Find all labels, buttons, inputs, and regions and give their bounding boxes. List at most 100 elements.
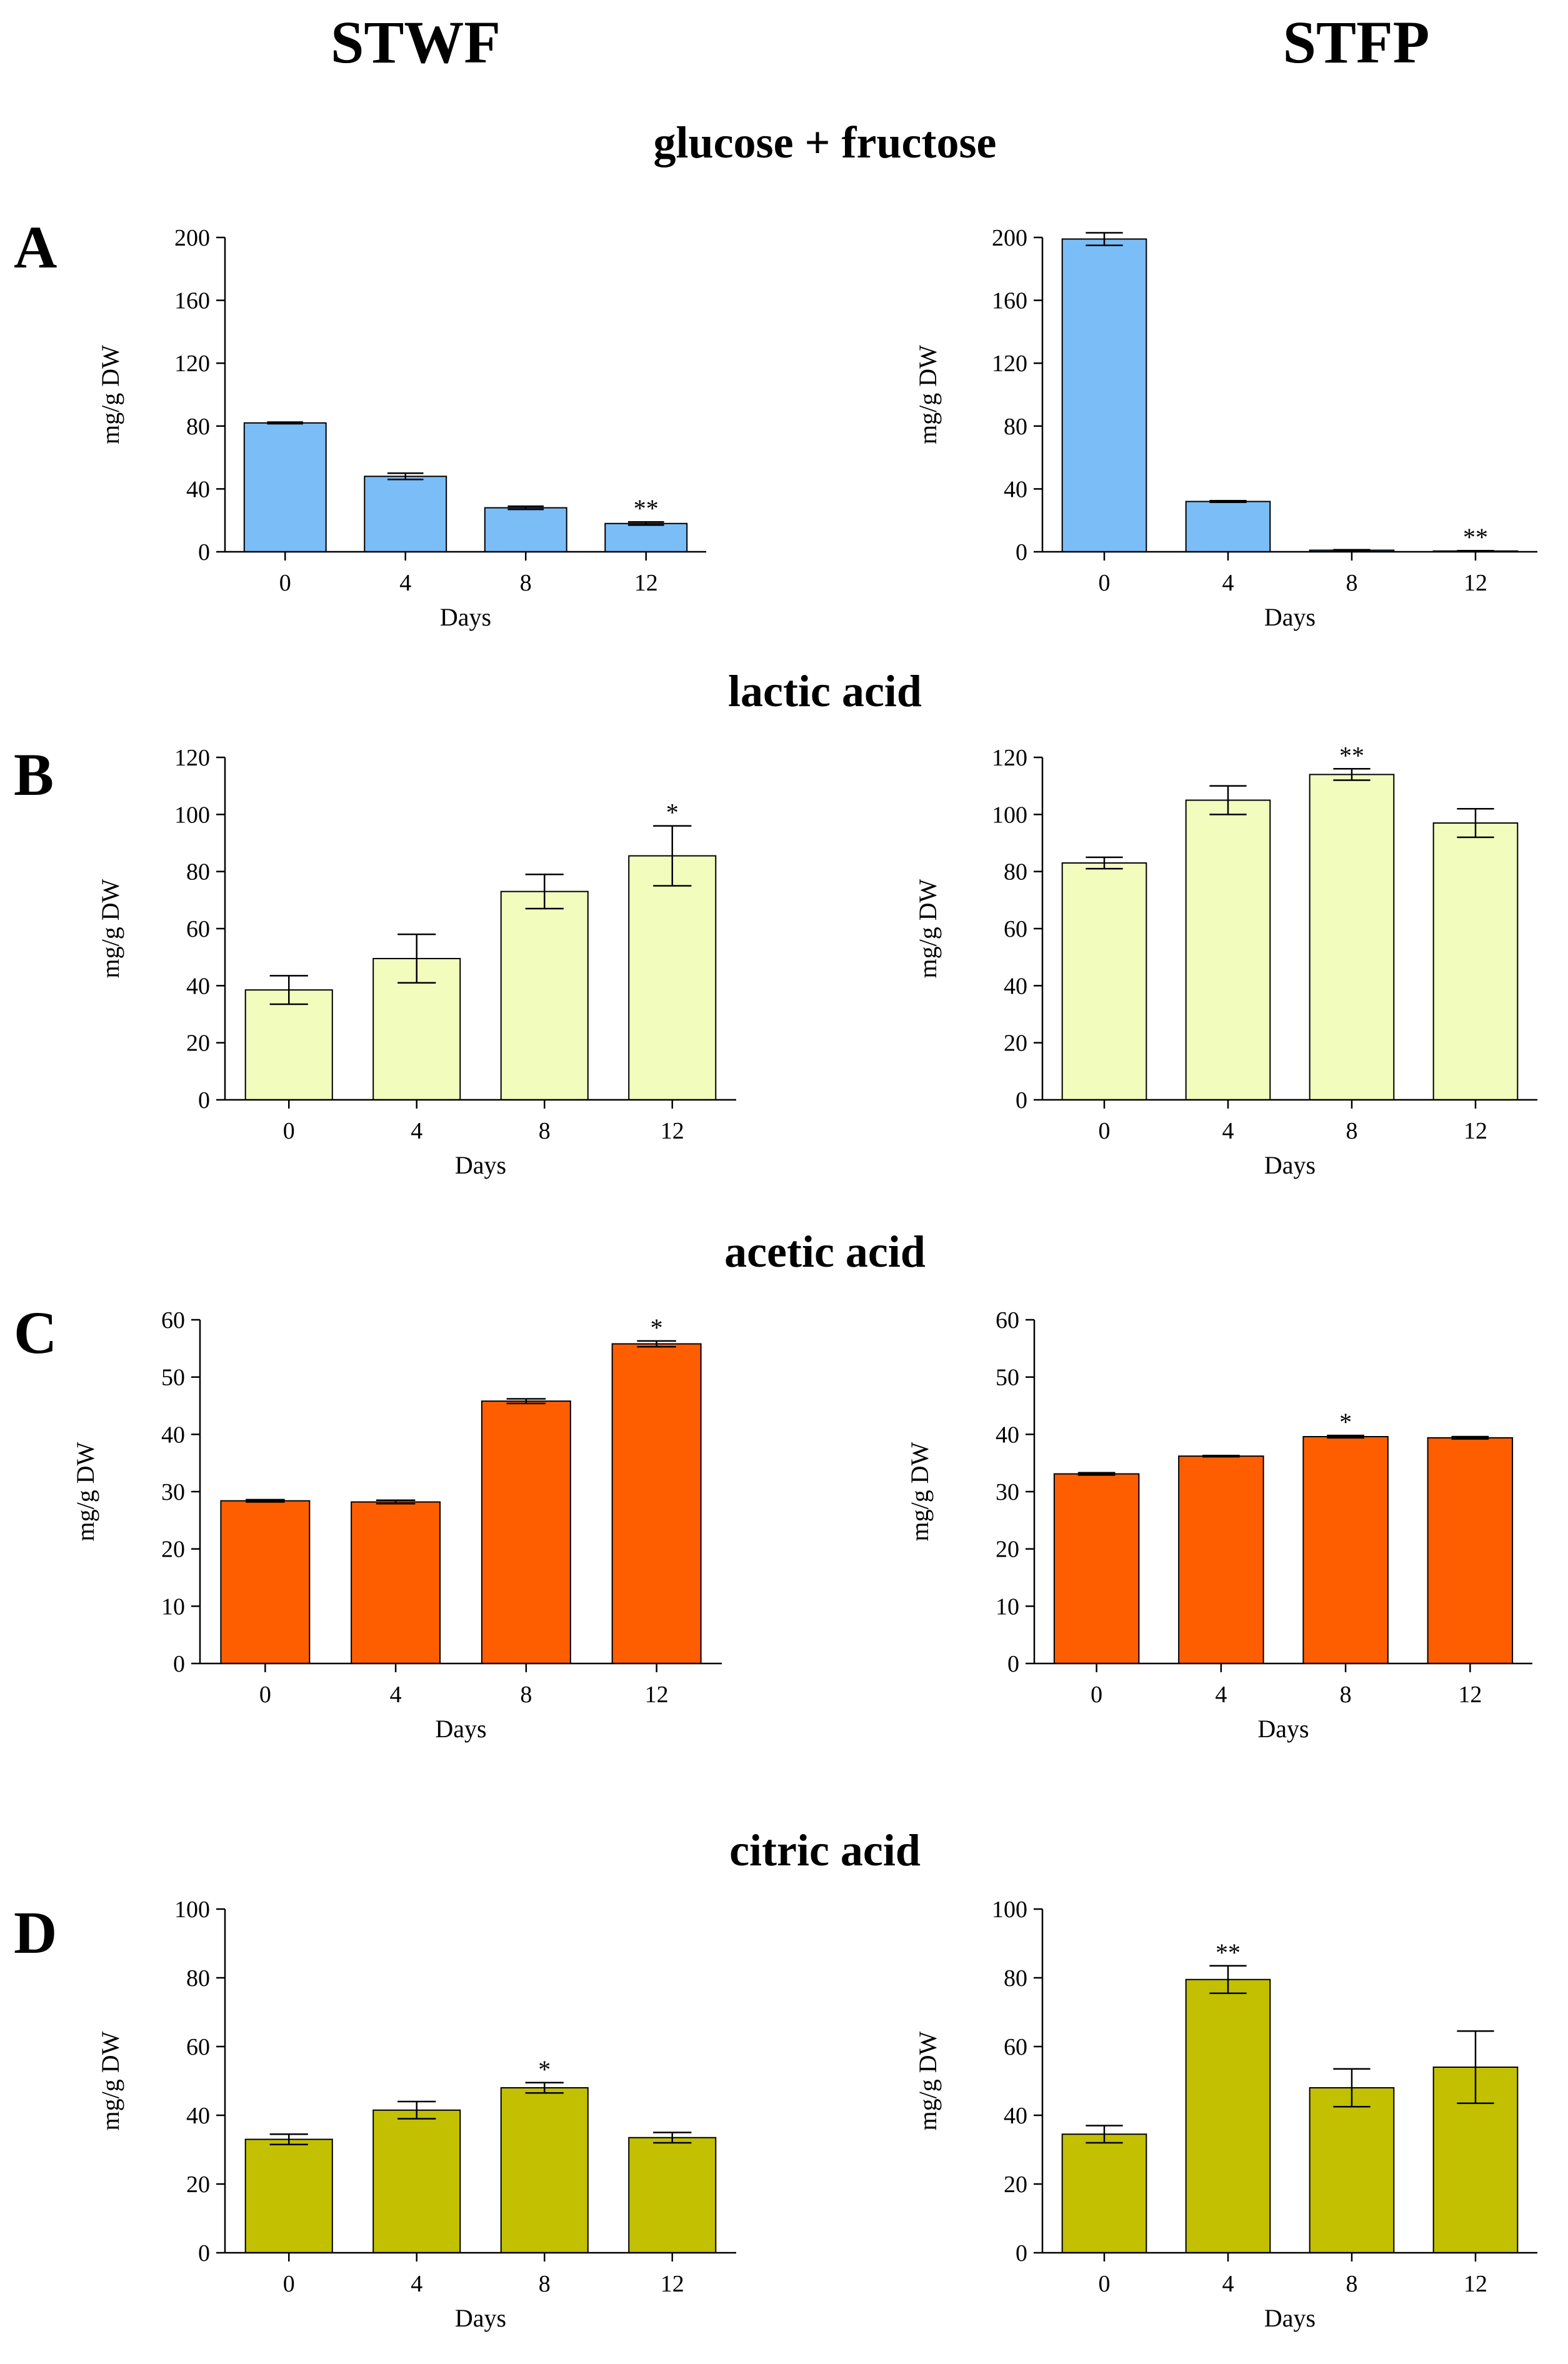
panel-letter-a: A	[14, 214, 57, 281]
error-bar	[1086, 856, 1123, 870]
y-tick-label: 120	[174, 745, 210, 771]
x-axis-label: Days	[1264, 1151, 1316, 1179]
chart-d-stwf: 0 4 * 8 12 0 20 40 60 80 100 Days mg/g DW	[96, 1897, 736, 2332]
bar	[1061, 2133, 1147, 2253]
y-tick-label: 60	[996, 1307, 1019, 1334]
x-tick-label: 4	[390, 1682, 402, 1708]
x-axis-label: Days	[455, 1151, 506, 1179]
y-tick-label: 60	[186, 916, 210, 942]
error-bar	[387, 472, 424, 481]
y-tick-label: 80	[1004, 1965, 1027, 1992]
bar	[351, 1501, 441, 1664]
bar	[1302, 1436, 1389, 1664]
x-tick-label: 0	[279, 570, 291, 596]
x-tick-label: 0	[1099, 2271, 1111, 2297]
error-bar	[1086, 232, 1123, 246]
x-axis-label: Days	[455, 2304, 506, 2332]
y-tick-label: 40	[186, 476, 210, 502]
x-axis-label: Days	[440, 603, 491, 631]
column-title-right: STFP	[1283, 9, 1430, 76]
error-bar	[1086, 2125, 1123, 2144]
y-axis-label: mg/g DW	[71, 1442, 99, 1541]
y-tick-label: 200	[992, 225, 1027, 251]
y-tick-label: 20	[186, 1030, 210, 1057]
error-bar	[1457, 2030, 1494, 2104]
y-tick-label: 10	[996, 1593, 1019, 1620]
panel-letter-b: B	[14, 741, 54, 808]
y-tick-label: 80	[186, 1965, 210, 1992]
bar	[500, 2087, 589, 2253]
chart-c-stfp: 0 4 * 8 12 0 10 20 30 40 50 60 Days mg/g DW	[906, 1307, 1532, 1743]
bar	[604, 522, 688, 552]
y-tick-label: 100	[174, 1897, 210, 1923]
error-bar	[1209, 785, 1247, 815]
y-tick-label: 60	[1004, 916, 1027, 942]
row-title-a: glucose + fructose	[654, 117, 997, 167]
error-bar	[1327, 1434, 1364, 1439]
y-tick-label: 0	[1007, 1651, 1019, 1677]
error-bar	[246, 1499, 285, 1503]
error-bar	[267, 421, 304, 425]
error-bar	[1209, 1965, 1247, 1994]
column-title-left: STWF	[331, 9, 501, 76]
bar	[244, 2138, 333, 2253]
y-tick-label: 60	[186, 2034, 210, 2060]
y-tick-label: 40	[161, 1422, 185, 1448]
y-tick-label: 40	[1004, 476, 1027, 502]
error-bar	[1451, 1435, 1489, 1440]
y-tick-label: 120	[992, 351, 1027, 377]
bar	[364, 476, 447, 553]
error-bar	[1202, 1455, 1240, 1458]
y-axis-label: mg/g DW	[96, 345, 124, 444]
bar	[628, 855, 717, 1101]
error-bar	[1333, 2068, 1371, 2108]
x-tick-label: 0	[283, 1118, 295, 1144]
y-axis-label: mg/g DW	[96, 879, 124, 978]
y-tick-label: 0	[173, 1651, 185, 1677]
x-axis-label: Days	[1264, 2304, 1316, 2332]
y-tick-label: 50	[161, 1365, 185, 1391]
error-bar	[397, 2100, 436, 2120]
error-bar	[269, 975, 308, 1005]
row-title-b: lactic acid	[728, 666, 922, 716]
error-bar	[1077, 1472, 1116, 1476]
x-tick-label: 4	[411, 2271, 422, 2297]
significance-mark: **	[634, 494, 659, 522]
x-tick-label: 4	[1222, 570, 1234, 596]
x-tick-label: 0	[1099, 1118, 1111, 1144]
bar	[243, 422, 327, 553]
chart-d-stfp: 0 ** 4 8 12 0 20 40 60 80 100 Days mg/g DW	[914, 1897, 1537, 2332]
bar	[1427, 1437, 1514, 1664]
significance-mark: **	[1463, 523, 1488, 551]
row-title-d: citric acid	[729, 1825, 921, 1875]
bar	[1053, 1473, 1140, 1664]
y-tick-label: 40	[1004, 2103, 1027, 2129]
chart-c-stwf: 0 4 8 * 12 0 10 20 30 40 50 60 Days mg/g DW	[71, 1307, 722, 1743]
y-tick-label: 80	[1004, 859, 1027, 885]
y-tick-label: 80	[1004, 414, 1027, 440]
y-tick-label: 20	[1004, 1030, 1027, 1057]
y-axis-label: mg/g DW	[914, 879, 942, 978]
error-bar	[397, 933, 436, 984]
y-tick-label: 0	[198, 1087, 210, 1114]
x-tick-label: 12	[634, 570, 658, 596]
y-tick-label: 0	[1016, 1087, 1027, 1114]
x-axis-label: Days	[1257, 1715, 1309, 1743]
x-tick-label: 0	[1099, 570, 1111, 596]
y-tick-label: 120	[174, 351, 210, 377]
y-tick-label: 20	[186, 2172, 210, 2198]
y-tick-label: 160	[174, 288, 210, 314]
x-tick-label: 8	[539, 1118, 551, 1144]
significance-mark: *	[651, 1314, 663, 1342]
bar	[1061, 862, 1147, 1100]
y-tick-label: 20	[996, 1537, 1019, 1563]
error-bar	[525, 2082, 564, 2094]
bar	[1185, 1978, 1271, 2253]
y-tick-label: 10	[161, 1593, 185, 1620]
error-bar	[525, 873, 564, 910]
bar	[1309, 2087, 1395, 2253]
y-axis-label: mg/g DW	[906, 1442, 934, 1541]
bar	[1432, 822, 1519, 1100]
bar	[1185, 799, 1271, 1100]
